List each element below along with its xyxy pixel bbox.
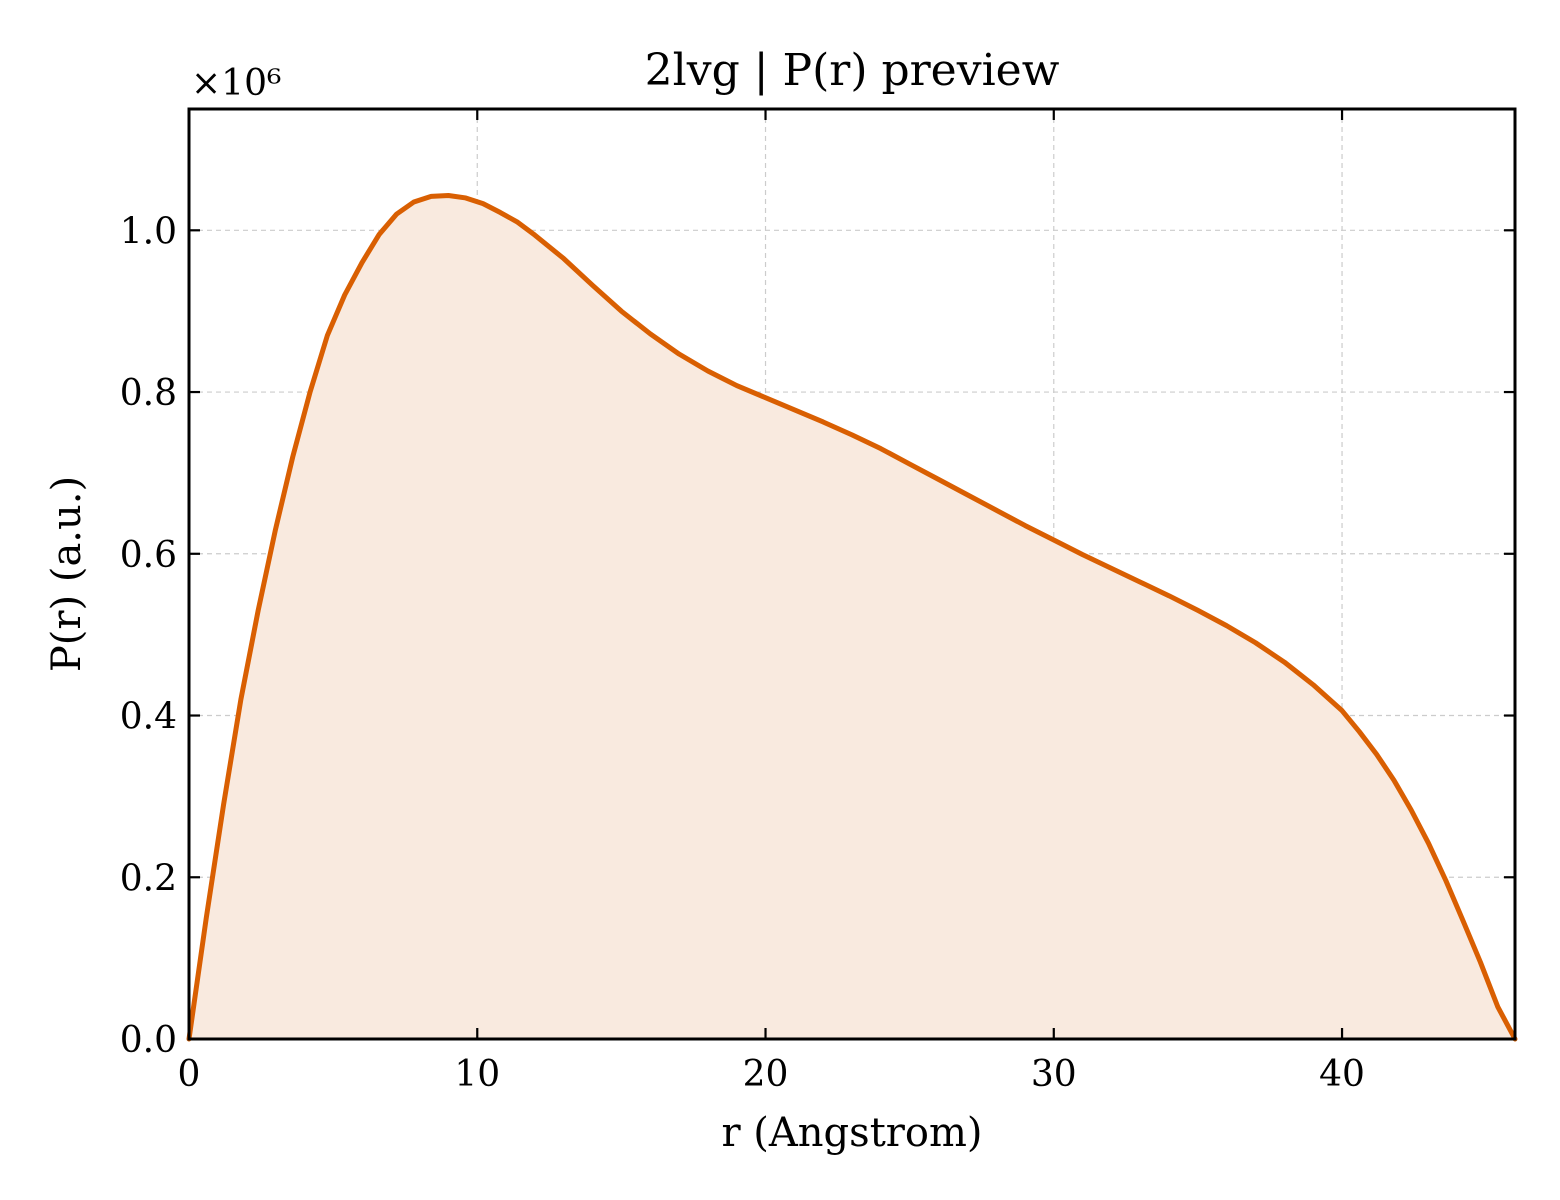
y-axis-title: P(r) (a.u.) <box>44 476 90 672</box>
x-tick-label: 20 <box>743 1054 789 1095</box>
y-tick-label: 0.4 <box>120 697 177 738</box>
x-tick-label: 30 <box>1031 1054 1077 1095</box>
pr-area-fill <box>189 195 1515 1039</box>
x-tick-label: 40 <box>1319 1054 1365 1095</box>
x-tick-label: 10 <box>454 1054 500 1095</box>
area-layer <box>189 195 1515 1039</box>
ticks: 0 10 20 30 40 0.0 0.2 0.4 0.6 0.8 1.0 <box>120 109 1515 1095</box>
y-tick-label: 0.2 <box>120 858 177 899</box>
y-tick-label: 1.0 <box>120 211 177 252</box>
plot-frame <box>187 107 1517 1041</box>
y-tick-label: 0.6 <box>120 535 177 576</box>
pr-curve-line <box>186 193 1518 1042</box>
chart-title: 2lvg | P(r) preview <box>645 45 1060 96</box>
y-scale-multiplier: ×10⁶ <box>191 63 281 104</box>
y-tick-label: 0.0 <box>120 1020 177 1061</box>
y-tick-label: 0.8 <box>120 373 177 414</box>
x-tick-label: 0 <box>178 1054 201 1095</box>
line-layer <box>186 193 1518 1042</box>
x-axis-title: r (Angstrom) <box>721 1110 982 1156</box>
